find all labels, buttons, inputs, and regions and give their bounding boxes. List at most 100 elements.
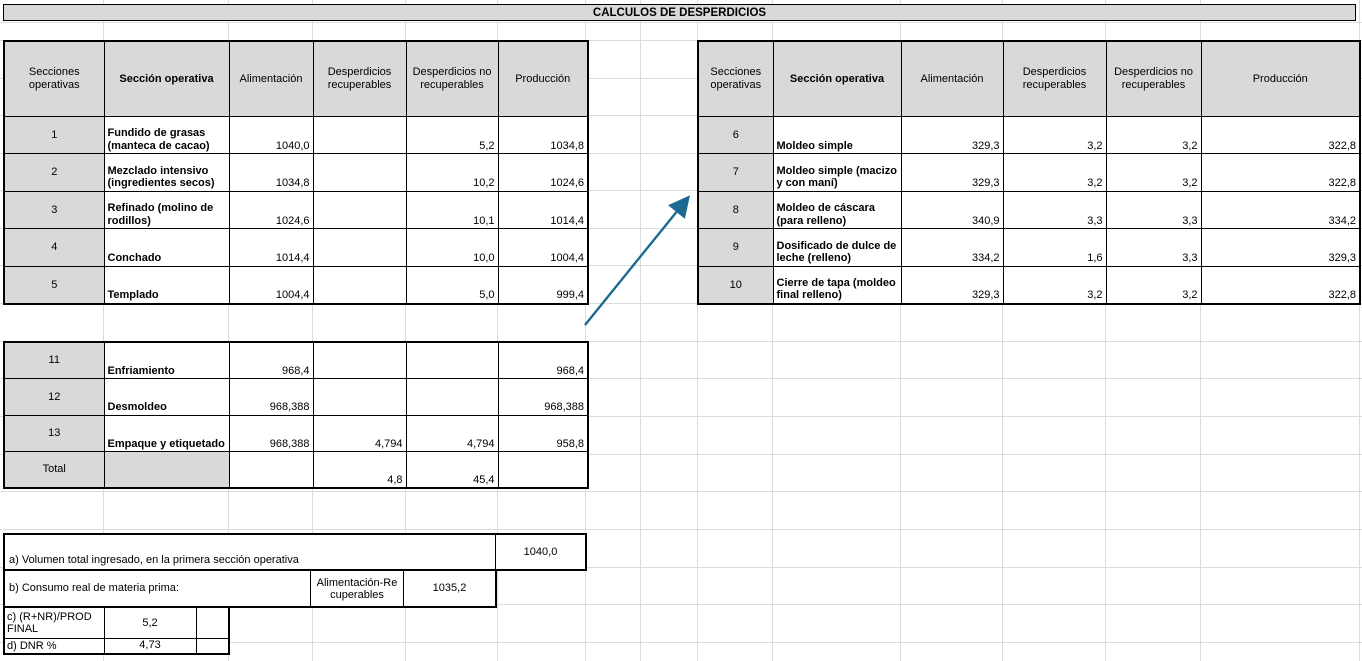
- cell-section-name[interactable]: Cierre de tapa (moldeo final relleno): [772, 265, 902, 305]
- cell-desperdicios-no-recuperables[interactable]: 10,1: [405, 190, 499, 230]
- cell-desperdicios-recuperables[interactable]: [312, 341, 407, 379]
- cell-section-number[interactable]: 1: [3, 115, 105, 155]
- cell-section-name[interactable]: Refinado (molino de rodillos): [103, 190, 230, 230]
- cell-desperdicios-recuperables[interactable]: 1,6: [1002, 228, 1107, 267]
- summary-b-label[interactable]: b) Consumo real de materia prima:: [9, 582, 179, 595]
- column-header-section-name[interactable]: Sección operativa: [103, 40, 230, 117]
- cell-section-name[interactable]: Dosificado de dulce de leche (relleno): [772, 228, 902, 267]
- column-header-alimentacion[interactable]: Alimentación: [900, 40, 1004, 117]
- cell-desperdicios-recuperables[interactable]: [312, 115, 407, 155]
- cell-section-name[interactable]: Desmoldeo: [103, 378, 230, 416]
- cell-produccion[interactable]: 1024,6: [497, 153, 589, 192]
- column-header-produccion[interactable]: Producción: [1200, 40, 1361, 117]
- cell-alimentacion[interactable]: 968,388: [228, 414, 314, 452]
- cell-section-name[interactable]: Enfriamiento: [103, 341, 230, 379]
- cell-section-number[interactable]: Total: [3, 451, 105, 489]
- connector-arrow[interactable]: [575, 190, 700, 335]
- cell-section-number[interactable]: 12: [3, 378, 105, 416]
- cell-section-name[interactable]: Conchado: [103, 228, 230, 267]
- cell-produccion[interactable]: 322,8: [1200, 115, 1361, 155]
- title-cell[interactable]: CALCULOS DE DESPERDICIOS: [3, 4, 1356, 21]
- cell-desperdicios-recuperables[interactable]: [312, 228, 407, 267]
- cell-produccion[interactable]: 968,388: [497, 378, 589, 416]
- summary-c-empty-cell[interactable]: [195, 606, 230, 639]
- cell-desperdicios-no-recuperables[interactable]: 5,2: [405, 115, 499, 155]
- summary-c-value[interactable]: 5,2: [103, 606, 197, 639]
- cell-alimentacion[interactable]: 329,3: [900, 153, 1004, 192]
- cell-desperdicios-no-recuperables[interactable]: 10,0: [405, 228, 499, 267]
- cell-section-number[interactable]: 8: [697, 190, 774, 230]
- cell-produccion[interactable]: 1034,8: [497, 115, 589, 155]
- cell-desperdicios-recuperables[interactable]: [312, 265, 407, 305]
- cell-produccion[interactable]: 322,8: [1200, 265, 1361, 305]
- cell-section-name[interactable]: Moldeo simple (macizo y con maní): [772, 153, 902, 192]
- cell-alimentacion[interactable]: 334,2: [900, 228, 1004, 267]
- summary-d-label[interactable]: d) DNR %: [3, 637, 105, 654]
- summary-b-value[interactable]: 1035,2: [403, 571, 495, 606]
- cell-alimentacion[interactable]: 1034,8: [228, 153, 314, 192]
- column-header-section-number[interactable]: Secciones operativas: [697, 40, 774, 117]
- cell-section-number[interactable]: 13: [3, 414, 105, 452]
- cell-alimentacion[interactable]: 329,3: [900, 265, 1004, 305]
- cell-section-number[interactable]: 7: [697, 153, 774, 192]
- cell-alimentacion[interactable]: 1024,6: [228, 190, 314, 230]
- cell-alimentacion[interactable]: 968,4: [228, 341, 314, 379]
- summary-a-label[interactable]: a) Volumen total ingresado, en la primer…: [9, 553, 299, 566]
- summary-c-label[interactable]: c) (R+NR)/PROD FINAL: [3, 606, 105, 639]
- column-header-desperdicios-recuperables[interactable]: Desperdicios recuperables: [1002, 40, 1107, 117]
- cell-alimentacion[interactable]: [228, 451, 314, 489]
- column-header-desperdicios-recuperables[interactable]: Desperdicios recuperables: [312, 40, 407, 117]
- cell-desperdicios-recuperables[interactable]: [312, 153, 407, 192]
- cell-section-number[interactable]: 2: [3, 153, 105, 192]
- cell-produccion[interactable]: 334,2: [1200, 190, 1361, 230]
- cell-section-name[interactable]: Moldeo de cáscara (para relleno): [772, 190, 902, 230]
- column-header-alimentacion[interactable]: Alimentación: [228, 40, 314, 117]
- cell-desperdicios-recuperables[interactable]: 3,2: [1002, 115, 1107, 155]
- cell-section-name[interactable]: [103, 451, 230, 489]
- cell-section-name[interactable]: Empaque y etiquetado: [103, 414, 230, 452]
- cell-desperdicios-no-recuperables[interactable]: 5,0: [405, 265, 499, 305]
- cell-section-name[interactable]: Moldeo simple: [772, 115, 902, 155]
- cell-desperdicios-no-recuperables[interactable]: 45,4: [405, 451, 499, 489]
- cell-desperdicios-no-recuperables[interactable]: 4,794: [405, 414, 499, 452]
- cell-produccion[interactable]: [497, 451, 589, 489]
- cell-desperdicios-recuperables[interactable]: 3,2: [1002, 265, 1107, 305]
- cell-produccion[interactable]: 968,4: [497, 341, 589, 379]
- cell-desperdicios-recuperables[interactable]: 3,2: [1002, 153, 1107, 192]
- cell-desperdicios-recuperables[interactable]: [312, 190, 407, 230]
- cell-section-number[interactable]: 10: [697, 265, 774, 305]
- cell-desperdicios-recuperables[interactable]: [312, 378, 407, 416]
- cell-section-number[interactable]: 6: [697, 115, 774, 155]
- cell-alimentacion[interactable]: 1040,0: [228, 115, 314, 155]
- cell-desperdicios-no-recuperables[interactable]: 3,2: [1105, 115, 1202, 155]
- cell-section-number[interactable]: 4: [3, 228, 105, 267]
- summary-a-value[interactable]: 1040,0: [495, 535, 585, 569]
- cell-desperdicios-no-recuperables[interactable]: 3,2: [1105, 265, 1202, 305]
- cell-desperdicios-recuperables[interactable]: 4,794: [312, 414, 407, 452]
- cell-produccion[interactable]: 958,8: [497, 414, 589, 452]
- cell-alimentacion[interactable]: 968,388: [228, 378, 314, 416]
- cell-section-number[interactable]: 11: [3, 341, 105, 379]
- cell-section-name[interactable]: Mezclado intensivo (ingredientes secos): [103, 153, 230, 192]
- cell-section-number[interactable]: 3: [3, 190, 105, 230]
- cell-produccion[interactable]: 322,8: [1200, 153, 1361, 192]
- cell-section-name[interactable]: Templado: [103, 265, 230, 305]
- column-header-desperdicios-no-recuperables[interactable]: Desperdicios no recuperables: [1105, 40, 1202, 117]
- cell-desperdicios-recuperables[interactable]: 4,8: [312, 451, 407, 489]
- cell-produccion[interactable]: 999,4: [497, 265, 589, 305]
- summary-b-method[interactable]: Alimentación-Recuperables: [310, 571, 403, 606]
- cell-desperdicios-no-recuperables[interactable]: [405, 378, 499, 416]
- cell-alimentacion[interactable]: 340,9: [900, 190, 1004, 230]
- cell-section-number[interactable]: 5: [3, 265, 105, 305]
- cell-section-number[interactable]: 9: [697, 228, 774, 267]
- cell-desperdicios-no-recuperables[interactable]: 3,3: [1105, 228, 1202, 267]
- cell-desperdicios-no-recuperables[interactable]: 3,2: [1105, 153, 1202, 192]
- column-header-produccion[interactable]: Producción: [497, 40, 589, 117]
- cell-desperdicios-no-recuperables[interactable]: 10,2: [405, 153, 499, 192]
- cell-alimentacion[interactable]: 329,3: [900, 115, 1004, 155]
- cell-section-name[interactable]: Fundido de grasas (manteca de cacao): [103, 115, 230, 155]
- cell-alimentacion[interactable]: 1014,4: [228, 228, 314, 267]
- cell-alimentacion[interactable]: 1004,4: [228, 265, 314, 305]
- column-header-section-name[interactable]: Sección operativa: [772, 40, 902, 117]
- cell-desperdicios-no-recuperables[interactable]: 3,3: [1105, 190, 1202, 230]
